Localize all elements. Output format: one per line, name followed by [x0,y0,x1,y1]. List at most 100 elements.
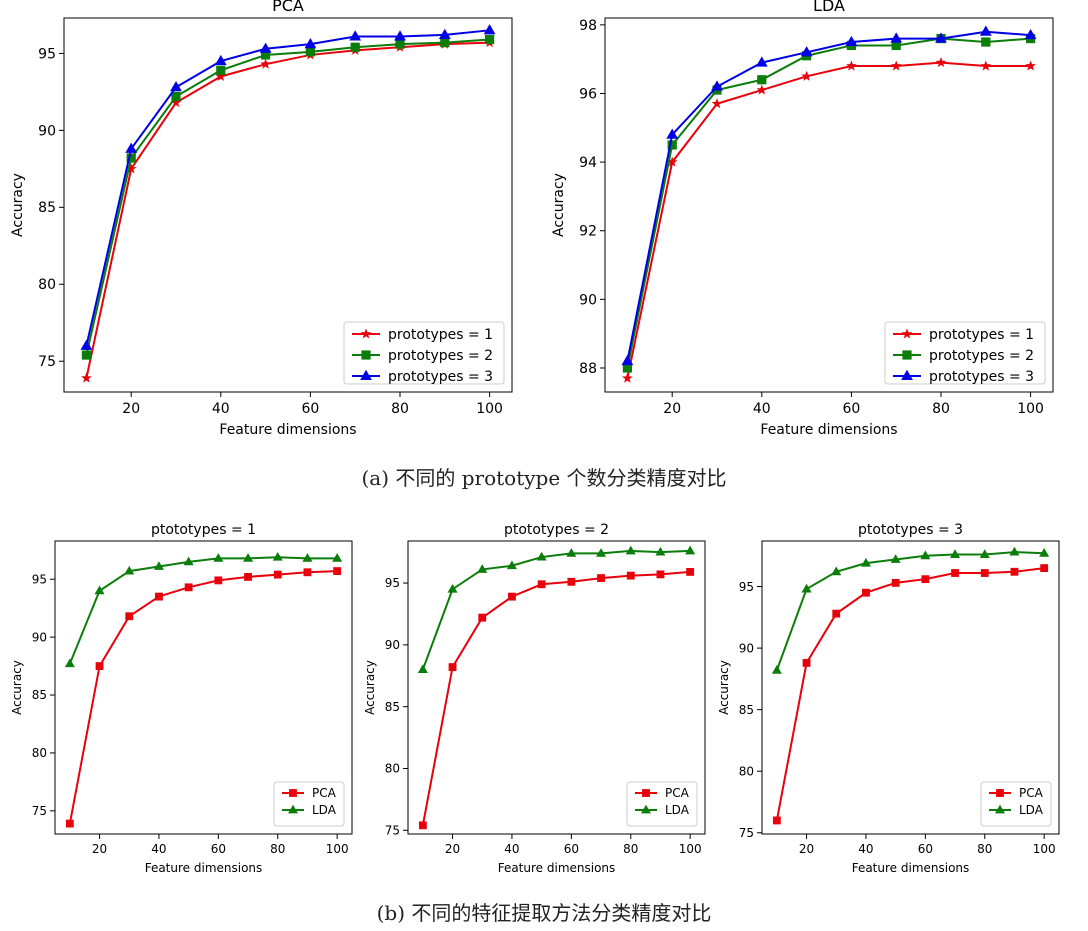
data-point [272,551,283,561]
series-prototypes-2 [81,34,495,360]
x-tick-label: 80 [977,842,992,856]
series-pca [418,567,695,830]
data-point [350,42,360,52]
legend-marker [289,789,297,797]
series-prototypes-1 [622,57,1036,383]
data-point [1039,548,1050,557]
data-point [170,97,182,108]
x-axis-label: Feature dimensions [852,861,970,875]
y-tick-label: 90 [38,123,56,139]
x-axis-label: Feature dimensions [498,861,616,875]
data-point [305,47,315,57]
x-tick-label: 100 [476,401,503,417]
plot-frame [63,17,513,393]
data-point [506,560,517,570]
data-point [95,662,104,670]
data-point [951,569,959,577]
data-point [394,30,406,41]
y-tick-label: 94 [579,155,597,171]
data-point [621,354,634,366]
data-point [125,142,138,153]
series-line [85,29,490,347]
data-point [666,156,678,167]
y-tick-label: 98 [579,18,597,34]
x-tick-label: 60 [211,842,226,856]
y-tick-label: 85 [38,200,56,216]
legend-marker [901,328,913,339]
caption-b: (b) 不同的特征提取方法分类精度对比 [376,901,712,925]
chart-ptototypes-2: ptototypes = 2 20 40 60 80 100 75 80 85 90 95 Featu… [363,522,706,875]
data-point [273,570,282,579]
legend-label: prototypes = 3 [929,369,1034,385]
x-tick-label: 80 [623,842,638,856]
x-tick-label: 40 [504,842,519,856]
data-point [891,578,900,587]
data-point [448,663,457,672]
legend-marker [640,804,652,814]
data-point [447,583,458,593]
x-tick-label: 60 [564,842,579,856]
data-point [170,81,182,92]
data-point [832,609,841,618]
data-point [333,567,342,576]
x-tick-label: 40 [151,842,166,856]
data-point [260,58,271,69]
data-point [183,556,194,566]
data-point [711,98,723,109]
data-point [215,70,227,82]
y-axis-label: Accuracy [717,660,731,715]
data-point [259,42,272,53]
legend-label: LDA [1019,803,1044,817]
data-point [622,372,633,383]
x-tick-label: 100 [1033,842,1056,856]
y-tick-label: 80 [32,746,47,760]
series-lda [771,546,1050,674]
series-line [775,567,1045,821]
legend-marker [360,328,372,339]
data-point [772,816,781,825]
y-tick-label: 75 [385,823,400,837]
data-point [213,553,224,562]
legend: prototypes = 1 prototypes = 2 prototypes =… [884,321,1046,385]
chart-title: ptototypes = 2 [504,522,609,538]
y-tick-label: 95 [739,580,754,594]
chart-title: ptototypes = 1 [151,522,256,538]
data-point [921,575,930,584]
data-point [756,84,768,95]
series-prototypes-3 [621,25,1037,366]
x-axis-label: Feature dimensions [145,861,263,875]
y-tick-label: 80 [385,762,400,776]
data-point [478,613,487,622]
data-point [332,553,343,562]
plot-frame [761,540,1060,835]
legend-marker [902,350,912,360]
series-line [68,556,338,665]
series-pca [65,567,342,828]
data-point [755,56,768,67]
data-point [685,545,696,555]
data-point [846,60,857,71]
data-point [862,588,870,597]
data-point [64,658,75,668]
data-point [656,570,665,579]
data-point [395,39,405,49]
data-point [125,163,137,174]
x-tick-label: 100 [679,842,702,856]
data-point [666,128,679,139]
chart-pca: PCA 20 40 60 80 100 75 80 85 90 95 Feature dimensio… [10,0,513,438]
x-tick-label: 40 [753,401,771,417]
x-tick-label: 20 [122,401,140,417]
x-tick-label: 80 [391,401,409,417]
data-point [979,549,990,558]
data-point [440,38,450,48]
legend-marker [901,369,913,381]
data-point [860,557,871,567]
x-axis-label: Feature dimensions [760,422,897,438]
data-point [625,545,636,555]
data-point [1010,567,1019,576]
data-point [920,550,931,560]
legend-label: LDA [665,803,690,817]
legend: prototypes = 1 prototypes = 2 prototypes =… [343,321,505,385]
data-point [261,50,271,60]
legend: PCA LDA [980,781,1052,827]
